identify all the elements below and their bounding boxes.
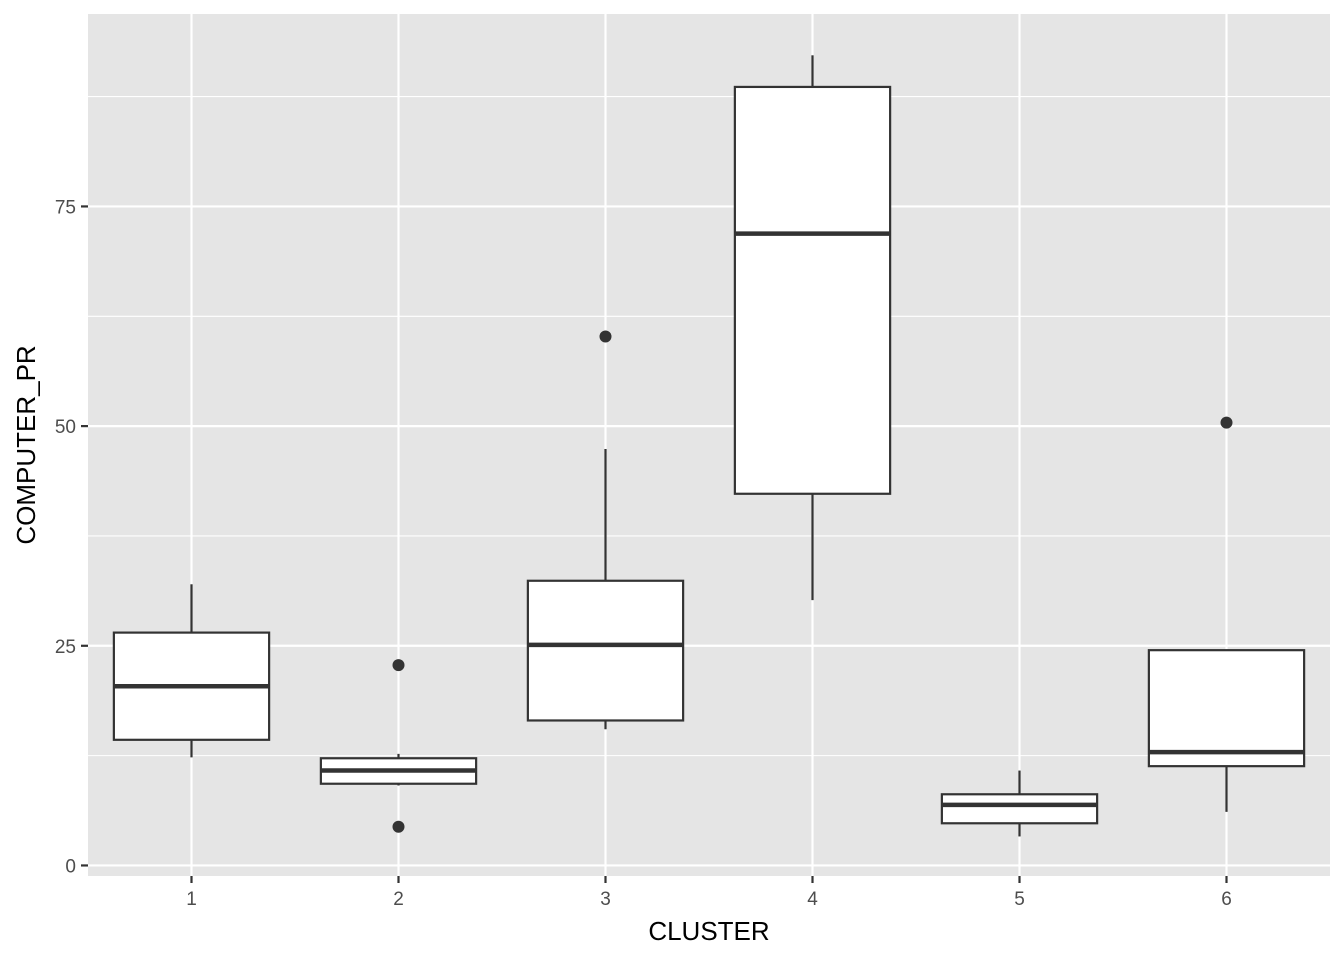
- boxes-layer: [112, 55, 1306, 837]
- y-tick-label: 75: [55, 197, 76, 218]
- x-axis-title: CLUSTER: [648, 916, 769, 946]
- iqr-box: [940, 793, 1099, 825]
- x-tick-label: 3: [600, 889, 611, 910]
- outlier-point: [392, 659, 405, 672]
- box-cluster-3: [526, 330, 685, 730]
- x-tick-label: 2: [393, 889, 404, 910]
- x-tick-label: 4: [807, 889, 818, 910]
- iqr-box: [526, 579, 685, 722]
- iqr-box: [1147, 649, 1306, 768]
- outlier-point: [1220, 416, 1233, 429]
- y-tick-label: 25: [55, 637, 76, 658]
- y-tick-label: 50: [55, 417, 76, 438]
- box-cluster-5: [940, 770, 1099, 837]
- y-tick-label: 0: [65, 856, 76, 877]
- y-axis: 0 25 50 75: [55, 197, 88, 877]
- outlier-point: [599, 330, 612, 343]
- box-cluster-4: [733, 55, 892, 601]
- outlier-point: [392, 820, 405, 833]
- iqr-box: [733, 85, 892, 495]
- x-axis: 1 2 3 4 5 6: [186, 876, 1232, 910]
- box-cluster-6: [1147, 416, 1306, 812]
- x-tick-label: 6: [1221, 889, 1232, 910]
- y-axis-title: COMPUTER_PR: [11, 345, 41, 544]
- plot-panel: [88, 14, 1330, 876]
- minor-gridlines: [88, 96, 1330, 757]
- box-cluster-2: [319, 659, 478, 833]
- box-cluster-1: [112, 584, 271, 758]
- x-tick-label: 1: [186, 889, 197, 910]
- x-tick-label: 5: [1014, 889, 1025, 910]
